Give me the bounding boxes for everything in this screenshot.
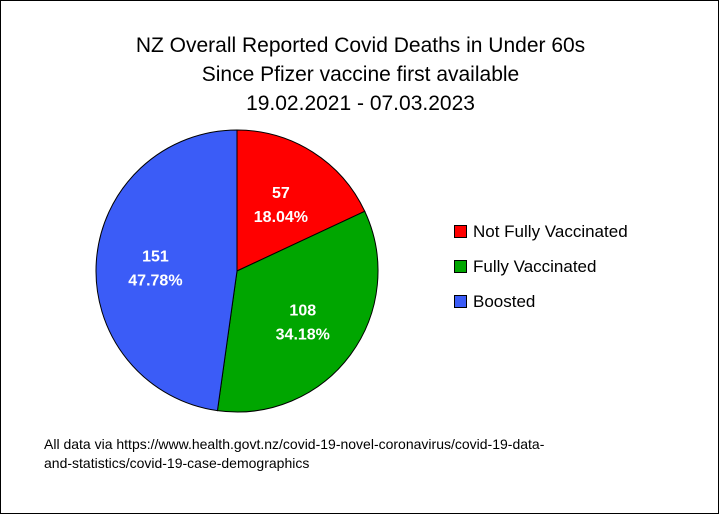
legend-label-boosted: Boosted — [473, 291, 536, 311]
legend-swatch-fully-vaccinated — [454, 260, 467, 273]
pie-slice-not-fully-vaccinated — [236, 129, 366, 272]
footnote-line-1: All data via https://www.health.govt.nz/… — [44, 436, 545, 452]
legend-swatch-boosted — [454, 295, 467, 308]
data-label-value-boosted: 151 — [142, 248, 169, 265]
pie-slice-fully-vaccinated — [216, 210, 379, 413]
footnote-line-2: and-statistics/covid-19-case-demographic… — [44, 455, 310, 471]
pie-slice-boosted — [95, 129, 238, 412]
source-footnote: All data via https://www.health.govt.nz/… — [44, 435, 704, 473]
legend: Not Fully Vaccinated Fully Vaccinated Bo… — [454, 214, 628, 319]
data-label-value-not-fully-vaccinated: 57 — [272, 185, 290, 202]
legend-item-fully-vaccinated: Fully Vaccinated — [454, 249, 628, 284]
legend-label-fully-vaccinated: Fully Vaccinated — [473, 256, 597, 276]
data-label-percent-not-fully-vaccinated: 18.04% — [254, 209, 308, 226]
data-label-percent-boosted: 47.78% — [128, 272, 182, 289]
title-line-1: NZ Overall Reported Covid Deaths in Unde… — [135, 34, 586, 57]
legend-swatch-not-fully-vaccinated — [454, 225, 467, 238]
legend-item-boosted: Boosted — [454, 284, 628, 319]
legend-item-not-fully-vaccinated: Not Fully Vaccinated — [454, 214, 628, 249]
title-line-3: 19.02.2021 - 07.03.2023 — [246, 92, 475, 115]
chart-title: NZ Overall Reported Covid Deaths in Unde… — [1, 31, 719, 118]
data-label-percent-fully-vaccinated: 34.18% — [276, 327, 330, 344]
data-label-value-fully-vaccinated: 108 — [289, 303, 316, 320]
title-line-2: Since Pfizer vaccine first available — [201, 63, 520, 86]
legend-label-not-fully-vaccinated: Not Fully Vaccinated — [473, 221, 628, 241]
